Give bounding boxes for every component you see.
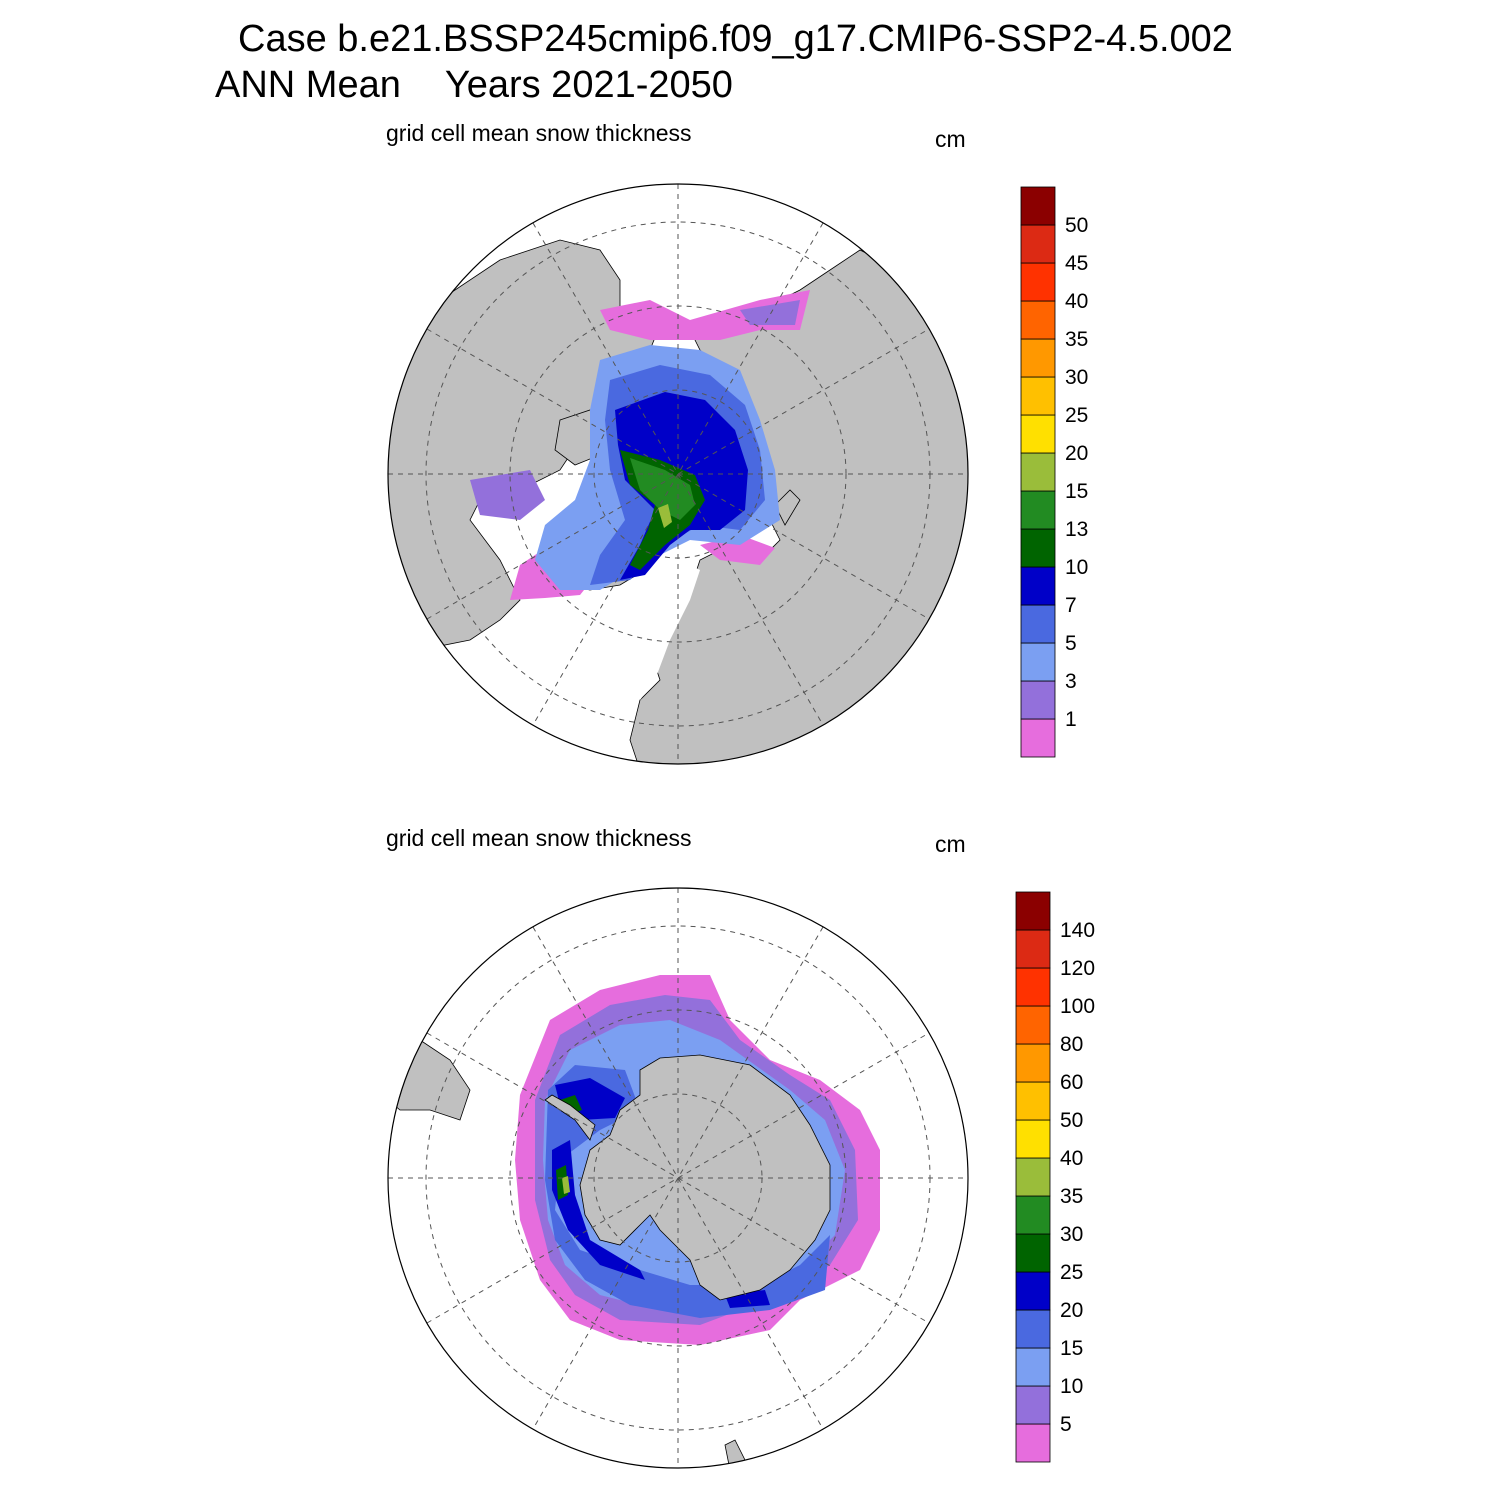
case-title: Case b.e21.BSSP245cmip6.f09_g17.CMIP6-SS… (238, 18, 1233, 60)
north-colorbar-label: 35 (1065, 328, 1088, 351)
south-colorbar-label: 10 (1060, 1375, 1083, 1398)
years-label: Years 2021-2050 (444, 64, 733, 106)
north-colorbar-box (1020, 566, 1056, 606)
novaya-zemlya-land (774, 489, 801, 526)
south-colorbar-label: 15 (1060, 1337, 1083, 1360)
south-colorbar: 5 10 15 20 25 30 35 40 50 60 80 100 120 140 (1015, 891, 1095, 1463)
north-units-label: cm (935, 126, 966, 152)
arctic-map (387, 183, 969, 765)
north-panel-title: grid cell mean snow thickness (386, 120, 692, 146)
south-colorbar-label: 80 (1060, 1033, 1083, 1056)
antarctic-snow-dark-blue (552, 1078, 770, 1308)
south-colorbar-box (1015, 967, 1051, 1007)
south-panel-title: grid cell mean snow thickness (386, 825, 692, 851)
south-colorbar-label: 100 (1060, 995, 1095, 1018)
south-colorbar-box (1015, 1081, 1051, 1121)
arctic-snow-pink (600, 290, 810, 340)
south-colorbar-label: 20 (1060, 1299, 1083, 1322)
south-colorbar-box (1015, 929, 1051, 969)
south-colorbar-box (1015, 1347, 1051, 1387)
south-colorbar-box (1015, 1423, 1051, 1463)
south-map-border (387, 887, 969, 1469)
north-colorbar-box (1020, 680, 1056, 720)
north-colorbar-box (1020, 224, 1056, 264)
south-colorbar-box (1015, 1195, 1051, 1235)
north-colorbar-box (1020, 490, 1056, 530)
south-colorbar-box (1015, 1043, 1051, 1083)
north-atlantic-ocean (630, 560, 700, 700)
south-colorbar-box (1015, 1385, 1051, 1425)
south-colorbar-label: 35 (1060, 1185, 1083, 1208)
north-colorbar-box (1020, 300, 1056, 340)
north-map-border (387, 183, 969, 765)
south-graticule (388, 888, 968, 1468)
north-colorbar-label: 50 (1065, 214, 1088, 237)
north-colorbar-label: 7 (1065, 594, 1077, 617)
south-colorbar-box (1015, 1119, 1051, 1159)
north-colorbar-box (1020, 186, 1056, 226)
north-colorbar-label: 45 (1065, 252, 1088, 275)
north-colorbar-box (1020, 718, 1056, 758)
south-colorbar-box (1015, 1233, 1051, 1273)
south-colorbar-label: 40 (1060, 1147, 1083, 1170)
north-colorbar-label: 3 (1065, 670, 1077, 693)
antarctic-snow-dark-green (556, 1095, 582, 1200)
north-colorbar-label: 30 (1065, 366, 1088, 389)
north-colorbar-label: 1 (1065, 708, 1077, 731)
north-graticule (388, 184, 968, 764)
south-colorbar-label: 25 (1060, 1261, 1083, 1284)
antarctica-land (579, 1054, 831, 1301)
period-title: ANN Mean Years 2021-2050 (215, 64, 733, 107)
arctic-snow-yellow-green (658, 504, 672, 528)
eurasia-land (629, 249, 968, 764)
arctic-snow-green (630, 458, 695, 520)
north-colorbar-box (1020, 452, 1056, 492)
north-colorbar-label: 20 (1065, 442, 1088, 465)
south-colorbar-label: 140 (1060, 919, 1095, 942)
south-colorbar-label: 120 (1060, 957, 1095, 980)
north-colorbar-box (1020, 642, 1056, 682)
north-colorbar-label: 13 (1065, 518, 1088, 541)
arctic-snow-purple (470, 300, 800, 520)
north-colorbar-label: 5 (1065, 632, 1077, 655)
season-label: ANN Mean (215, 64, 401, 106)
north-colorbar-box (1020, 414, 1056, 454)
north-colorbar-box (1020, 528, 1056, 568)
south-colorbar-label: 60 (1060, 1071, 1083, 1094)
north-colorbar-label: 25 (1065, 404, 1088, 427)
north-colorbar-box (1020, 338, 1056, 378)
south-colorbar-box (1015, 1157, 1051, 1197)
antarctic-peninsula-land (544, 1094, 596, 1141)
south-colorbar-box (1015, 1005, 1051, 1045)
south-colorbar-box (1015, 1309, 1051, 1349)
south-colorbar-box (1015, 1271, 1051, 1311)
north-colorbar-box (1020, 262, 1056, 302)
antarctic-snow-yellow-green (562, 1176, 570, 1194)
north-colorbar-label: 15 (1065, 480, 1088, 503)
south-colorbar-box (1015, 891, 1051, 931)
south-colorbar-label: 5 (1060, 1413, 1072, 1436)
north-colorbar-box (1020, 604, 1056, 644)
north-colorbar-label: 40 (1065, 290, 1088, 313)
south-colorbar-label: 30 (1060, 1223, 1083, 1246)
south-units-label: cm (935, 831, 966, 857)
north-colorbar-label: 10 (1065, 556, 1088, 579)
north-colorbar-box (1020, 376, 1056, 416)
antarctic-map (387, 887, 969, 1469)
south-colorbar-label: 50 (1060, 1109, 1083, 1132)
